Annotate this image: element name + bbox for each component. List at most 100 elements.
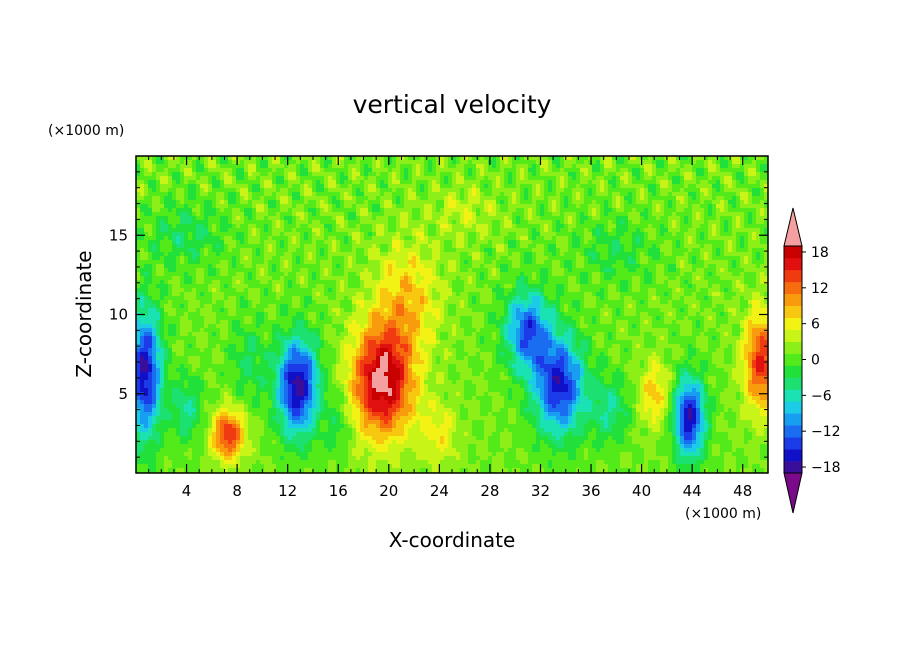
heatmap-cell bbox=[332, 260, 337, 265]
heatmap-cell bbox=[200, 216, 205, 221]
heatmap-cell bbox=[564, 168, 569, 173]
heatmap-cell bbox=[696, 160, 701, 165]
heatmap-cell bbox=[196, 236, 201, 241]
heatmap-cell bbox=[152, 280, 157, 285]
heatmap-cell bbox=[544, 268, 549, 273]
heatmap-cell bbox=[640, 252, 645, 257]
heatmap-cell bbox=[540, 160, 545, 165]
heatmap-cell bbox=[176, 252, 181, 257]
heatmap-cell bbox=[688, 240, 693, 245]
heatmap-cell bbox=[528, 236, 533, 241]
heatmap-cell bbox=[432, 184, 437, 189]
heatmap-cell bbox=[252, 272, 257, 277]
heatmap-cell bbox=[632, 188, 637, 193]
heatmap-cell bbox=[640, 240, 645, 245]
heatmap-cell bbox=[292, 156, 297, 161]
heatmap-cell bbox=[304, 188, 309, 193]
heatmap-cell bbox=[176, 204, 181, 209]
heatmap-cell bbox=[168, 244, 173, 249]
heatmap-cell bbox=[224, 260, 229, 265]
heatmap-cell bbox=[440, 188, 445, 193]
heatmap-cell bbox=[328, 276, 333, 281]
heatmap-cell bbox=[196, 192, 201, 197]
heatmap-cell bbox=[612, 160, 617, 165]
heatmap-cell bbox=[556, 196, 561, 201]
heatmap-cell bbox=[652, 244, 657, 249]
heatmap-cell bbox=[484, 260, 489, 265]
heatmap-cell bbox=[424, 272, 429, 277]
heatmap-cell bbox=[208, 208, 213, 213]
heatmap-cell bbox=[352, 200, 357, 205]
heatmap-cell bbox=[656, 200, 661, 205]
heatmap-cell bbox=[392, 228, 397, 233]
heatmap-cell bbox=[148, 196, 153, 201]
heatmap-cell bbox=[388, 188, 393, 193]
heatmap-cell bbox=[416, 192, 421, 197]
heatmap-cell bbox=[660, 272, 665, 277]
heatmap-cell bbox=[164, 264, 169, 269]
heatmap-cell bbox=[516, 180, 521, 185]
heatmap-cell bbox=[480, 164, 485, 169]
heatmap-cell bbox=[320, 244, 325, 249]
heatmap-cell bbox=[432, 280, 437, 285]
heatmap-cell bbox=[664, 156, 669, 161]
heatmap-cell bbox=[340, 272, 345, 277]
heatmap-cell bbox=[680, 192, 685, 197]
heatmap-cell bbox=[216, 192, 221, 197]
heatmap-cell bbox=[440, 180, 445, 185]
heatmap-cell bbox=[744, 268, 749, 273]
heatmap-cell bbox=[200, 256, 205, 261]
heatmap-cell bbox=[640, 176, 645, 181]
heatmap-cell bbox=[524, 212, 529, 217]
heatmap-cell bbox=[348, 204, 353, 209]
heatmap-cell bbox=[220, 272, 225, 277]
heatmap-cell bbox=[280, 276, 285, 281]
heatmap-cell bbox=[416, 204, 421, 209]
heatmap-cell bbox=[712, 232, 717, 237]
heatmap-cell bbox=[308, 208, 313, 213]
heatmap-cell bbox=[360, 228, 365, 233]
heatmap-cell bbox=[424, 224, 429, 229]
heatmap-cell bbox=[452, 208, 457, 213]
heatmap-cell bbox=[396, 280, 401, 285]
heatmap-cell bbox=[680, 160, 685, 165]
heatmap-cell bbox=[688, 232, 693, 237]
heatmap-cell bbox=[264, 180, 269, 185]
heatmap-cell bbox=[748, 180, 753, 185]
heatmap-cell bbox=[432, 196, 437, 201]
heatmap-cell bbox=[408, 156, 413, 161]
heatmap-cell bbox=[364, 180, 369, 185]
heatmap-cell bbox=[724, 268, 729, 273]
heatmap-cell bbox=[724, 188, 729, 193]
heatmap-cell bbox=[360, 160, 365, 165]
heatmap-cell bbox=[592, 164, 597, 169]
heatmap-cell bbox=[344, 172, 349, 177]
heatmap-cell bbox=[152, 228, 157, 233]
heatmap-cell bbox=[604, 208, 609, 213]
heatmap-cell bbox=[632, 228, 637, 233]
heatmap-cell bbox=[600, 236, 605, 241]
heatmap-cell bbox=[576, 212, 581, 217]
heatmap-cell bbox=[404, 276, 409, 281]
heatmap-cell bbox=[588, 256, 593, 261]
heatmap-cell bbox=[332, 188, 337, 193]
heatmap-cell bbox=[588, 160, 593, 165]
heatmap-cell bbox=[572, 216, 577, 221]
heatmap-cell bbox=[368, 188, 373, 193]
heatmap-cell bbox=[192, 216, 197, 221]
heatmap-cell bbox=[400, 264, 405, 269]
heatmap-cell bbox=[712, 268, 717, 273]
heatmap-cell bbox=[664, 264, 669, 269]
heatmap-cell bbox=[736, 208, 741, 213]
heatmap-cell bbox=[248, 184, 253, 189]
heatmap-cell bbox=[224, 180, 229, 185]
heatmap-cell bbox=[248, 272, 253, 277]
heatmap-cell bbox=[320, 176, 325, 181]
heatmap-cell bbox=[740, 256, 745, 261]
heatmap-cell bbox=[736, 264, 741, 269]
heatmap-cell bbox=[320, 272, 325, 277]
heatmap-cell bbox=[376, 184, 381, 189]
heatmap-cell bbox=[244, 272, 249, 277]
heatmap-cell bbox=[340, 232, 345, 237]
heatmap-cell bbox=[264, 172, 269, 177]
